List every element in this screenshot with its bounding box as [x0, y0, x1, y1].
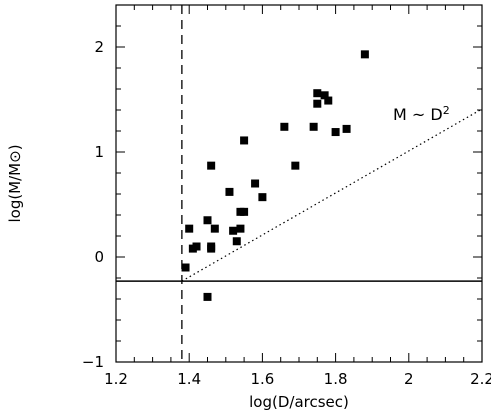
data-point — [291, 161, 300, 170]
data-point — [181, 263, 190, 272]
data-point — [203, 292, 212, 301]
data-point — [236, 224, 245, 233]
relation-annotation: M ~ D2 — [393, 104, 450, 125]
data-point — [192, 242, 201, 251]
data-point — [309, 122, 318, 131]
y-axis-label: log(M/M⊙) — [6, 144, 24, 222]
y-tick-label: 1 — [94, 143, 104, 161]
data-point — [240, 136, 249, 145]
data-point — [207, 161, 216, 170]
data-point — [331, 128, 340, 137]
data-point — [225, 187, 234, 196]
data-point — [342, 124, 351, 133]
data-point — [324, 96, 333, 105]
x-tick-label: 1.2 — [104, 370, 128, 388]
plot-frame — [115, 4, 483, 363]
y-tick-label: −1 — [82, 353, 104, 371]
relation-annotation-superscript: 2 — [443, 104, 450, 117]
x-tick-label: 1.6 — [250, 370, 274, 388]
data-point — [360, 50, 369, 59]
mass-size-relation-dotted-line — [181, 108, 483, 282]
data-point — [251, 179, 260, 188]
x-tick-label: 2 — [404, 370, 414, 388]
data-point — [203, 216, 212, 225]
y-tick-label: 0 — [94, 248, 104, 266]
data-point — [240, 207, 249, 216]
x-axis-label: log(D/arcsec) — [249, 393, 349, 411]
data-point — [258, 193, 267, 202]
relation-annotation-text: M ~ D — [393, 105, 443, 124]
plot-layer: 1.2 1.4 1.6 1.8 2 2.2 −1 0 1 2 — [82, 4, 491, 388]
data-point — [280, 122, 289, 131]
data-point — [313, 99, 322, 108]
data-point — [232, 237, 241, 246]
data-point — [185, 224, 194, 233]
data-point — [313, 89, 322, 98]
y-tick-label: 2 — [94, 38, 104, 56]
x-tick-label: 2.2 — [470, 370, 491, 388]
x-tick-label: 1.8 — [324, 370, 348, 388]
data-point — [210, 224, 219, 233]
x-tick-label: 1.4 — [177, 370, 201, 388]
data-point — [207, 244, 216, 253]
data-point — [320, 91, 329, 100]
data-point — [229, 226, 238, 235]
